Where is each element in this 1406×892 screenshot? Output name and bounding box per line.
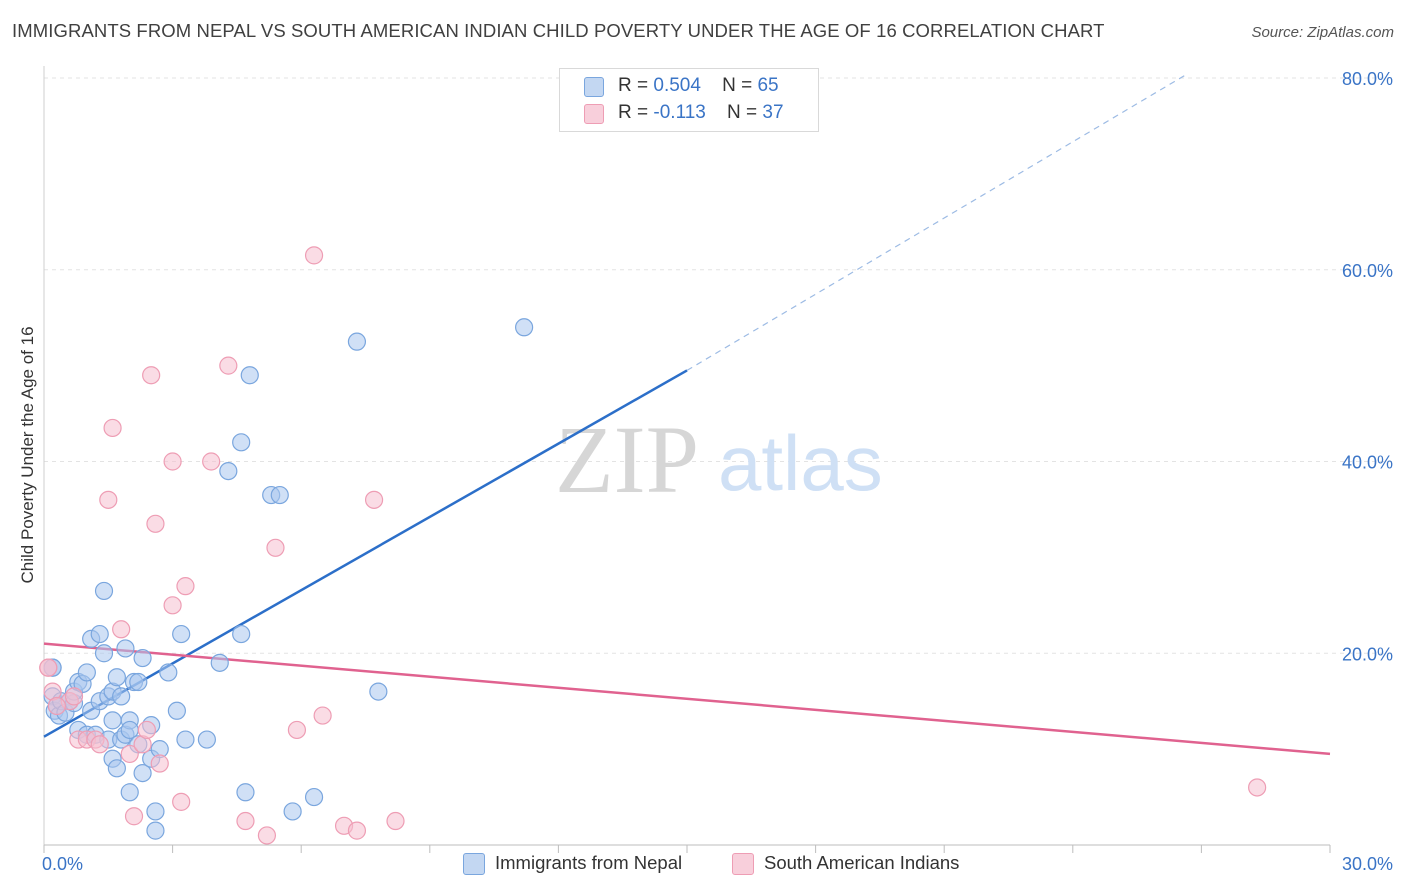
nepal-point	[159, 663, 178, 682]
nepal-point	[304, 787, 324, 807]
sai-point	[1248, 778, 1267, 797]
grid-lines	[44, 77, 1394, 654]
sai-point	[313, 706, 332, 725]
nepal-trend-line	[43, 369, 688, 738]
tick-labels: 20.0% 40.0% 60.0% 80.0% 0.0% 30.0%	[42, 69, 1393, 874]
nepal-point	[112, 687, 131, 706]
watermark-atlas: atlas	[718, 419, 883, 507]
nepal-point	[146, 821, 165, 840]
sai-point	[39, 658, 58, 677]
nepal-point	[167, 701, 186, 720]
sai-point	[124, 807, 144, 826]
y-tick-label: 40.0%	[1342, 453, 1393, 473]
legend-n-label: N =	[722, 75, 753, 96]
legend-r-label: R =	[618, 102, 649, 123]
nepal-point	[369, 682, 388, 701]
nepal-point	[120, 783, 139, 802]
legend-swatch-sai	[584, 104, 604, 124]
nepal-point	[197, 730, 216, 749]
nepal-point	[107, 759, 126, 778]
legend-r-label: R =	[618, 75, 649, 96]
nepal-point	[270, 485, 289, 505]
y-tick-label: 60.0%	[1342, 261, 1393, 281]
nepal-point	[146, 802, 165, 821]
chart-title: IMMIGRANTS FROM NEPAL VS SOUTH AMERICAN …	[12, 20, 1105, 41]
sai-point	[236, 811, 255, 831]
legend-r-value: -0.113	[653, 102, 706, 123]
y-tick-label: 80.0%	[1342, 69, 1393, 89]
nepal-point	[94, 581, 114, 601]
sai-point	[47, 696, 66, 716]
legend-label-sai: South American Indians	[764, 852, 960, 873]
nepal-point	[515, 318, 534, 337]
sai-point	[163, 452, 182, 471]
sai-point	[172, 792, 191, 811]
legend-swatch-nepal	[584, 77, 604, 97]
legend-n-label: N =	[726, 102, 758, 123]
legend-n-value: 37	[762, 102, 784, 123]
nepal-trend-extension	[686, 72, 1189, 371]
trend-lines	[43, 72, 1331, 756]
nepal-point	[283, 802, 302, 821]
nepal-point	[232, 624, 251, 644]
sai-point	[150, 754, 169, 773]
watermark: ZIP atlas	[555, 406, 883, 513]
y-tick-label: 20.0%	[1342, 644, 1393, 664]
legend-n-value: 65	[757, 75, 779, 96]
nepal-point	[116, 639, 135, 658]
nepal-point	[210, 653, 229, 672]
sai-point	[202, 452, 221, 471]
nepal-point	[129, 672, 148, 692]
sai-point	[137, 720, 156, 740]
sai-point	[266, 538, 285, 557]
nepal-point	[232, 433, 251, 452]
nepal-point	[94, 644, 114, 663]
nepal-point	[77, 663, 96, 682]
legend-swatch-nepal	[463, 853, 485, 875]
sai-point	[112, 620, 131, 639]
nepal-point	[133, 648, 152, 668]
nepal-point	[236, 783, 255, 802]
nepal-point	[90, 624, 109, 644]
sai-point	[219, 356, 238, 375]
sai-point	[364, 490, 384, 509]
nepal-point	[347, 332, 367, 351]
y-axis-label: Child Poverty Under the Age of 16	[18, 326, 37, 584]
axes	[43, 66, 1331, 853]
sai-point	[163, 596, 182, 615]
nepal-point	[176, 730, 195, 749]
x-tick-label: 0.0%	[42, 854, 83, 874]
x-tick-label: 30.0%	[1342, 854, 1393, 874]
nepal-point	[240, 366, 259, 385]
sai-point	[347, 821, 367, 840]
sai-point	[142, 366, 161, 385]
sai-point	[257, 826, 277, 845]
sai-point	[99, 490, 118, 509]
sai-point	[386, 811, 405, 831]
nepal-point	[172, 624, 191, 644]
sai-point	[287, 720, 307, 740]
sai-trend-line	[43, 642, 1331, 756]
scatter-points	[39, 246, 1267, 845]
sai-point	[146, 514, 165, 533]
sai-point	[120, 744, 139, 764]
nepal-point	[133, 763, 152, 783]
legend-label-nepal: Immigrants from Nepal	[495, 852, 683, 873]
nepal-point	[219, 461, 238, 481]
sai-point	[304, 246, 324, 265]
correlation-legend: R = 0.504 N = 65 R = -0.113 N = 37	[559, 68, 819, 132]
nepal-point	[107, 668, 126, 687]
sai-point	[90, 735, 109, 754]
sai-point	[176, 577, 195, 596]
source-credit: Source: ZipAtlas.com	[1251, 24, 1394, 41]
legend-swatch-sai	[732, 853, 754, 875]
legend-r-value: 0.504	[653, 75, 701, 96]
sai-point	[64, 687, 84, 706]
watermark-zip: ZIP	[555, 406, 699, 513]
sai-point	[103, 418, 122, 438]
nepal-point	[103, 711, 122, 730]
